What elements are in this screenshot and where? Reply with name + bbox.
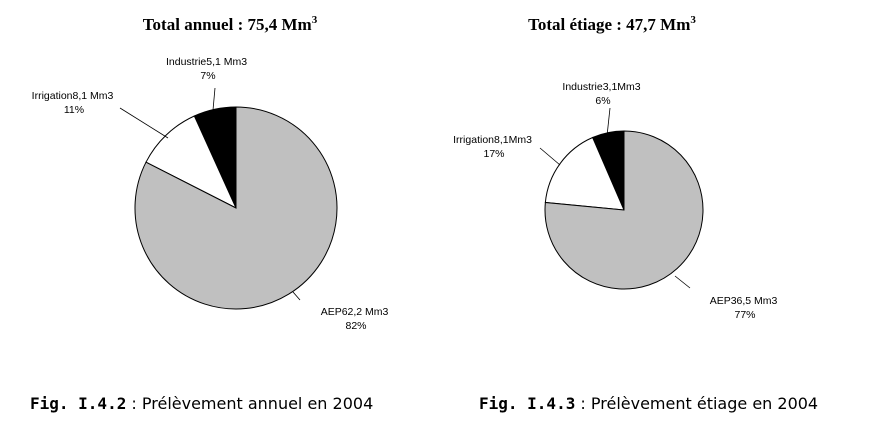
leader-line — [119, 107, 169, 139]
figure-caption: Fig. I.4.3 : Prélèvement étiage en 2004 — [479, 394, 819, 413]
slice-label-irrigation: Irrigation8,1Mm3 17% — [453, 134, 535, 160]
pie-slice-irrigation — [544, 136, 625, 211]
chart-title: Total annuel : 75,4 Mm3 — [143, 14, 318, 34]
pie-slice-irrigation — [145, 115, 238, 210]
leader-line — [212, 87, 216, 111]
figure-caption: Fig. I.4.2 : Prélèvement annuel en 2004 — [30, 394, 374, 413]
pie-slice-aep — [134, 106, 338, 310]
chart-title: Total étiage : 47,7 Mm3 — [528, 14, 696, 34]
leader-line — [539, 147, 561, 166]
slice-label-aep: AEP36,5 Mm3 77% — [710, 295, 781, 321]
leader-line — [292, 291, 301, 301]
slice-label-irrigation: Irrigation8,1 Mm3 11% — [32, 90, 117, 116]
slice-label-industrie: Industrie5,1 Mm3 7% — [166, 56, 250, 82]
leader-line — [606, 107, 611, 137]
slice-label-aep: AEP62,2 Mm3 82% — [321, 306, 392, 332]
leader-line — [674, 275, 691, 289]
pie-chart-low-water: Total étiage : 47,7 Mm3 Industrie3,1Mm3 … — [453, 14, 781, 321]
slice-label-industrie: Industrie3,1Mm3 6% — [562, 81, 643, 107]
pie-slice-aep — [544, 130, 704, 290]
pie-chart-annual: Total annuel : 75,4 Mm3 Industrie5,1 Mm3… — [32, 14, 392, 332]
